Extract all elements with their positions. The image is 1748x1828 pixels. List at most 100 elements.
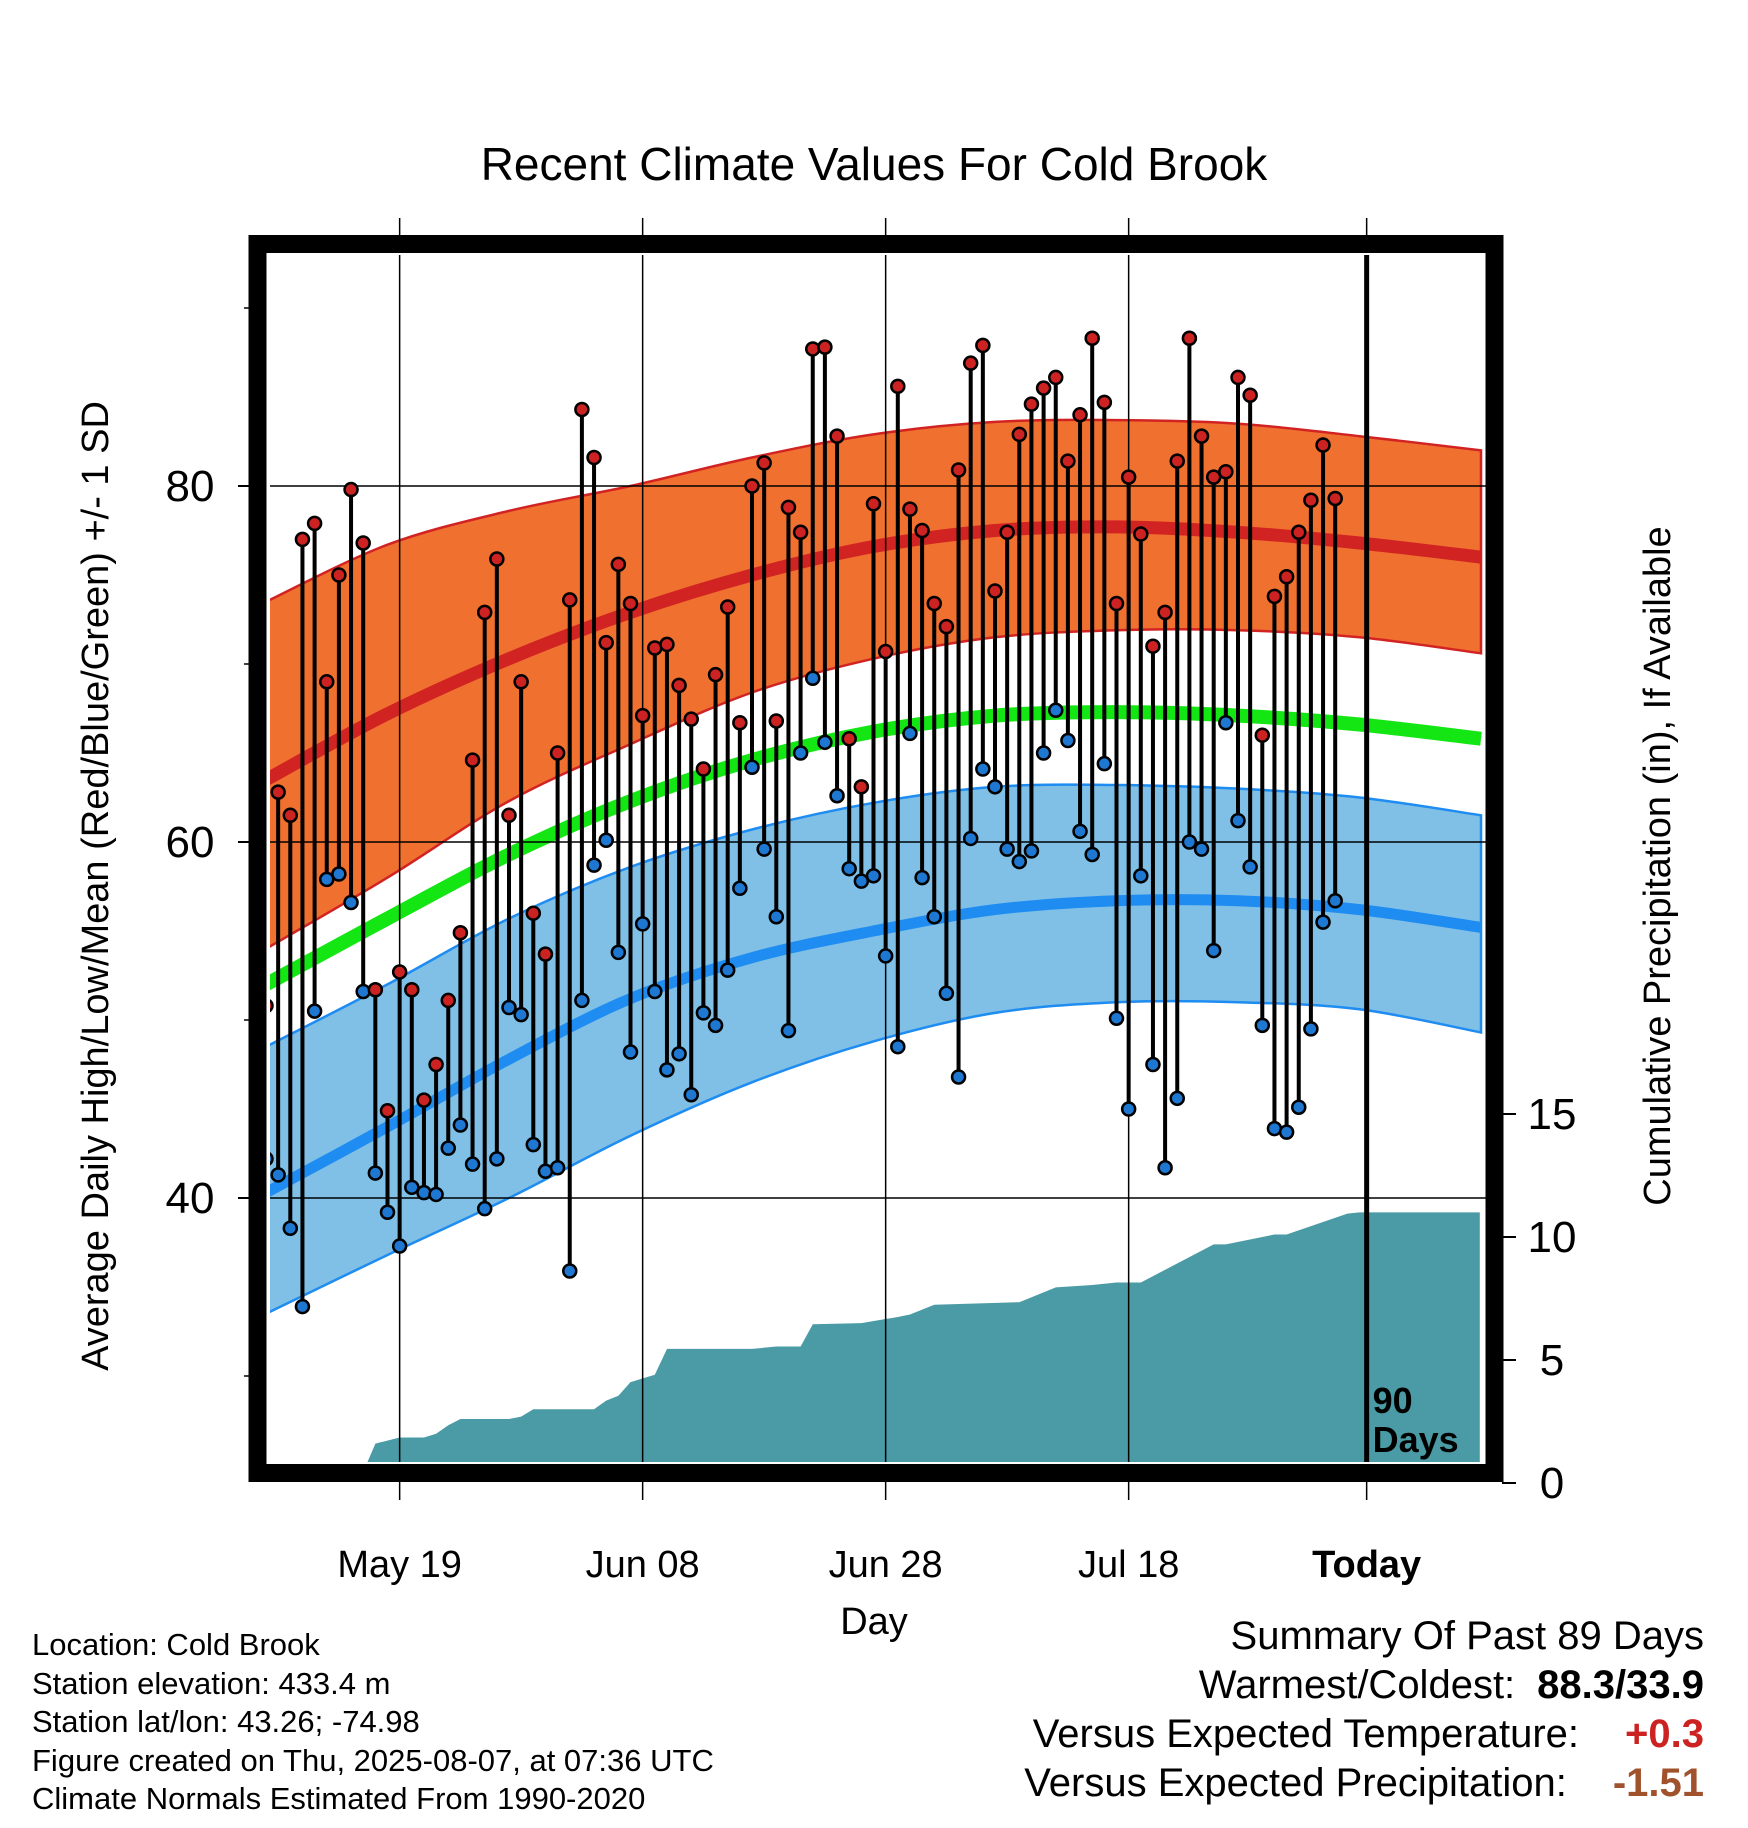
- low-point: [1230, 812, 1246, 829]
- low-point: [270, 1152, 274, 1166]
- high-point: [1193, 428, 1210, 444]
- low-point: [647, 983, 663, 1000]
- high-point: [428, 1056, 444, 1073]
- low-point: [792, 745, 809, 761]
- low-point: [1254, 1017, 1271, 1034]
- high-point: [574, 401, 590, 418]
- high-point: [987, 583, 1003, 599]
- high-point: [282, 807, 299, 824]
- high-point: [1205, 469, 1222, 485]
- low-point: [732, 880, 748, 897]
- low-point: [428, 1186, 444, 1203]
- high-point: [501, 807, 517, 824]
- low-point: [634, 916, 651, 932]
- low-point: [1291, 1099, 1307, 1115]
- high-point: [1023, 396, 1040, 412]
- warm-cold-label: Warmest/Coldest:: [1198, 1663, 1516, 1707]
- low-point: [416, 1184, 432, 1201]
- low-point: [890, 1038, 906, 1055]
- high-point: [610, 556, 627, 573]
- high-point: [367, 981, 384, 998]
- high-point: [525, 905, 542, 921]
- low-point: [659, 1062, 675, 1078]
- low-point: [914, 869, 930, 886]
- low-point: [1315, 914, 1331, 930]
- high-point: [719, 599, 736, 615]
- low-point: [841, 860, 857, 877]
- y2-tick-label: 5: [1540, 1336, 1564, 1385]
- high-point: [1230, 369, 1246, 386]
- y2-tick-label: 10: [1528, 1213, 1577, 1262]
- high-point: [914, 522, 930, 539]
- low-point: [513, 1006, 529, 1023]
- low-point: [440, 1140, 456, 1156]
- low-point: [1011, 853, 1028, 870]
- low-point: [707, 1017, 724, 1034]
- high-point: [1120, 469, 1137, 485]
- y2-axis-label: Cumulative Precipitation (in), If Availa…: [1637, 526, 1679, 1205]
- low-point: [938, 985, 955, 1002]
- low-point: [1157, 1159, 1173, 1176]
- low-point: [975, 761, 991, 777]
- low-point: [1060, 732, 1076, 749]
- low-point: [452, 1117, 469, 1133]
- low-point: [1048, 702, 1064, 719]
- low-point: [1035, 745, 1052, 761]
- warm-cold-value: 88.3/33.9: [1537, 1663, 1704, 1707]
- high-point: [489, 551, 505, 567]
- low-point: [683, 1087, 699, 1103]
- high-point: [343, 481, 359, 498]
- low-point: [1072, 823, 1088, 840]
- low-point: [525, 1136, 542, 1153]
- low-point: [877, 948, 894, 964]
- high-point: [1278, 569, 1295, 585]
- x-tick-label: Jun 28: [829, 1544, 943, 1586]
- high-point: [950, 462, 967, 478]
- days-annotation-number: 90: [1373, 1380, 1413, 1421]
- temp-label: Versus Expected Temperature:: [1032, 1712, 1580, 1756]
- low-point: [1193, 841, 1210, 857]
- high-point: [707, 666, 724, 683]
- high-point: [805, 341, 821, 357]
- low-point: [355, 983, 371, 1000]
- y-tick-label: 80: [166, 462, 215, 511]
- high-point: [1108, 595, 1125, 612]
- low-point: [562, 1263, 578, 1279]
- low-point: [1218, 714, 1234, 731]
- precip-row: Versus Expected Precipitation: -1.51: [1024, 1759, 1704, 1808]
- y-axis-label: Average Daily High/Low/Mean (Red/Blue/Gr…: [75, 401, 117, 1371]
- high-point: [440, 992, 456, 1009]
- created-text: Figure created on Thu, 2025-08-07, at 07…: [32, 1742, 714, 1778]
- high-point: [683, 711, 699, 727]
- high-point: [622, 595, 639, 612]
- low-point: [695, 1005, 712, 1021]
- high-point: [659, 636, 675, 653]
- precip-label: Versus Expected Precipitation:: [1024, 1761, 1567, 1805]
- low-point: [379, 1204, 396, 1220]
- low-point: [1242, 859, 1258, 875]
- high-point: [294, 531, 311, 548]
- normals-text: Climate Normals Estimated From 1990-2020: [32, 1781, 646, 1817]
- low-point: [331, 866, 347, 882]
- plot-frame: [248, 235, 1504, 1482]
- latlon-text: Station lat/lon: 43.26; -74.98: [32, 1704, 420, 1740]
- summary-title: Summary Of Past 89 Days: [1230, 1614, 1704, 1658]
- low-point: [853, 873, 870, 889]
- low-point: [987, 779, 1003, 795]
- high-point: [877, 643, 894, 660]
- low-point: [282, 1220, 299, 1237]
- low-point: [1120, 1101, 1137, 1117]
- low-point: [1303, 1021, 1319, 1037]
- low-point: [610, 944, 627, 961]
- low-point: [270, 1167, 286, 1183]
- low-point: [805, 670, 821, 686]
- low-point: [902, 725, 918, 742]
- low-point: [1205, 942, 1222, 959]
- low-point: [489, 1151, 505, 1167]
- high-point: [416, 1092, 432, 1108]
- high-point: [744, 478, 760, 494]
- high-point: [1266, 588, 1283, 605]
- high-point: [1169, 453, 1185, 469]
